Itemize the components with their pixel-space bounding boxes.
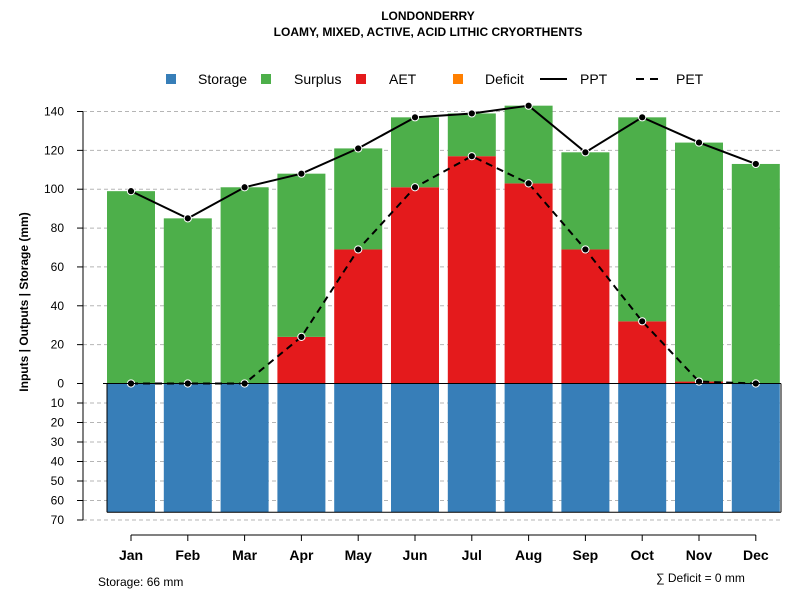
x-tick-label-dec: Dec [743,547,769,563]
legend-label-aet: AET [389,71,417,87]
ppt-point-oct [638,113,647,122]
legend-swatch-deficit [453,74,463,84]
legend-swatch-aet [356,74,366,84]
ppt-point-nov [694,138,704,147]
surplus-bar-feb [163,218,212,384]
y-tick-label-minus-40: 40 [51,455,65,469]
y-tick-label-minus-50: 50 [51,474,65,488]
storage-bar-feb [163,383,212,513]
surplus-bar-sep [561,152,610,250]
legend-label-storage: Storage [198,71,247,87]
ppt-point-jun [410,113,420,122]
y-tick-label-140: 140 [44,105,64,119]
x-tick-label-oct: Oct [631,547,655,563]
y-tick-label-100: 100 [44,182,64,196]
storage-bar-jan [107,383,155,513]
ppt-point-dec [751,159,760,169]
pet-point-may [354,245,363,254]
x-tick-label-aug: Aug [515,547,542,563]
chart-title: LONDONDERRY [381,9,475,23]
x-tick-label-jun: Jun [403,547,428,563]
y-tick-label-minus-10: 10 [51,396,65,410]
ppt-point-mar [240,183,249,192]
storage-bar-oct [618,383,667,513]
x-tick-label-mar: Mar [232,547,257,563]
x-tick-label-nov: Nov [686,547,713,563]
x-tick-label-sep: Sep [573,547,599,563]
y-tick-label-20: 20 [51,338,65,352]
bars [107,105,780,513]
surplus-bar-jul [447,113,496,157]
ppt-point-sep [581,148,590,157]
pet-point-jul [467,152,476,161]
aet-bar-jun [391,187,439,384]
ppt-point-may [354,144,363,153]
pet-point-oct [638,317,647,326]
pet-point-jun [410,183,420,192]
pet-point-sep [581,245,590,254]
surplus-bar-nov [675,142,723,382]
surplus-bar-dec [731,163,780,384]
aet-bar-sep [561,249,610,384]
aet-bar-oct [618,321,667,384]
surplus-bar-may [334,148,383,250]
surplus-bar-aug [504,105,553,184]
ppt-point-aug [524,101,533,110]
legend: Storage Surplus AET Deficit PPT PET [166,71,704,87]
ppt-point-apr [297,169,306,178]
legend-label-ppt: PPT [580,71,608,87]
axes: 0 20 40 60 80 100 120 140 10 20 30 40 50 60 70 Jan Feb Ma… [44,105,782,563]
ppt-point-feb [183,214,192,223]
y-tick-label-40: 40 [51,299,65,313]
storage-bar-may [334,383,383,513]
y-axis-label: Inputs | Outputs | Storage (mm) [17,212,31,391]
legend-label-pet: PET [676,71,704,87]
storage-bar-jun [391,383,439,513]
y-tick-label-0: 0 [57,377,64,391]
surplus-bar-oct [618,117,667,322]
pet-point-apr [297,332,306,341]
y-tick-label-minus-30: 30 [51,435,65,449]
storage-bar-nov [675,383,723,513]
storage-bar-apr [277,383,326,513]
legend-label-surplus: Surplus [294,71,341,87]
y-tick-label-120: 120 [44,143,64,157]
x-tick-label-apr: Apr [289,547,314,563]
aet-bar-apr [277,336,326,384]
legend-label-deficit: Deficit [485,71,524,87]
storage-bar-mar [220,383,269,513]
surplus-bar-mar [220,187,269,384]
y-tick-label-80: 80 [51,221,65,235]
aet-bar-may [334,249,383,384]
x-tick-label-jul: Jul [462,547,482,563]
legend-swatch-surplus [261,74,271,84]
storage-note: Storage: 66 mm [98,575,183,589]
y-tick-label-minus-60: 60 [51,494,65,508]
pet-point-nov [694,377,704,386]
ppt-line [130,104,757,220]
legend-swatch-storage [166,74,176,84]
y-tick-label-minus-20: 20 [51,416,65,430]
storage-bar-dec [731,383,780,513]
storage-bar-sep [561,383,610,513]
storage-bar-aug [504,383,553,513]
surplus-bar-jun [391,117,439,188]
surplus-bar-jan [107,191,155,384]
surplus-bar-apr [277,173,326,337]
deficit-note: ∑ Deficit = 0 mm [656,571,745,585]
y-tick-label-60: 60 [51,260,65,274]
x-tick-label-feb: Feb [175,547,200,563]
x-tick-label-jan: Jan [119,547,143,563]
pet-point-aug [524,179,533,188]
ppt-point-jul [467,109,476,118]
aet-bar-jul [447,156,496,384]
y-tick-label-minus-70: 70 [51,513,65,527]
chart-subtitle: LOAMY, MIXED, ACTIVE, ACID LITHIC CRYORT… [274,25,583,39]
x-tick-label-may: May [345,547,372,563]
aet-bar-aug [504,183,553,384]
ppt-point-jan [126,187,136,196]
storage-bar-jul [447,383,496,513]
